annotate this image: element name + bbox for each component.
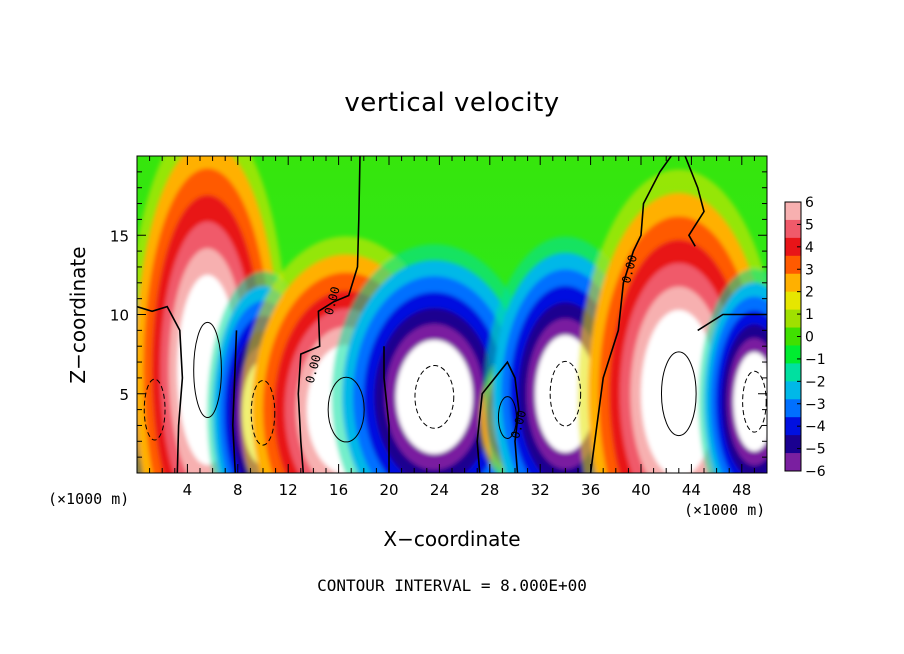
inner-contour-4 — [414, 365, 455, 429]
contour-interval-note: CONTOUR INTERVAL = 8.000E+00 — [317, 576, 587, 595]
colorbar-label-1: 5 — [805, 217, 814, 233]
colorbar-segment-5 — [785, 291, 801, 311]
inner-contour-7 — [660, 351, 697, 437]
colorbar-segment-1 — [785, 219, 801, 239]
colorbar-label-3: 3 — [805, 262, 814, 278]
x-tick-label-11: 48 — [732, 481, 751, 499]
colorbar-label-6: 0 — [805, 330, 814, 346]
colorbar-segment-12 — [785, 417, 801, 436]
zero-contour-0 — [137, 305, 184, 473]
y-unit-label: (×1000 m) — [48, 490, 130, 508]
colorbar-segment-2 — [785, 237, 801, 257]
inner-contour-8 — [742, 370, 767, 433]
x-tick-label-3: 16 — [329, 481, 348, 499]
x-tick-label-10: 44 — [682, 481, 701, 499]
colorbar-segment-11 — [785, 399, 801, 418]
colorbar-segment-7 — [785, 327, 801, 346]
colorbar-segment-4 — [785, 273, 801, 293]
x-tick-label-2: 12 — [279, 481, 298, 499]
inner-contour-0 — [143, 378, 166, 441]
inner-contour-1 — [193, 321, 222, 419]
zero-contour-7 — [684, 156, 705, 247]
x-tick-label-9: 40 — [631, 481, 650, 499]
chart-title: vertical velocity — [344, 88, 560, 118]
y-tick-label-1: 10 — [110, 307, 129, 325]
updraft-cell-1 — [137, 156, 289, 473]
x-tick-label-5: 24 — [430, 481, 449, 499]
colorbar-segment-13 — [785, 435, 801, 454]
colorbar-label-2: 4 — [805, 240, 814, 256]
colorbar-label-11: −5 — [805, 442, 826, 458]
zero-contour-5 — [589, 156, 672, 473]
plot-area: 0.000.000.000.00 — [137, 156, 767, 473]
colorbar-label-7: −1 — [805, 352, 826, 368]
colorbar-label-12: −6 — [805, 464, 826, 480]
colorbar-label-5: 1 — [805, 307, 814, 323]
inner-contour-3 — [327, 376, 365, 443]
inner-contour-2 — [250, 379, 276, 446]
zero-contour-1 — [231, 330, 238, 473]
colorbar-segment-6 — [785, 309, 801, 329]
colorbar-segment-14 — [785, 453, 801, 472]
inner-contour-5 — [497, 396, 517, 439]
colorbar-segment-0 — [785, 202, 801, 221]
x-tick-label-8: 36 — [581, 481, 600, 499]
colorbar-segment-10 — [785, 381, 801, 400]
y-axis-label: Z−coordinate — [66, 246, 90, 384]
colorbar-segment-9 — [785, 363, 801, 382]
y-tick-label-2: 15 — [110, 227, 129, 245]
x-axis-label: X−coordinate — [383, 527, 521, 551]
zero-contour-2 — [297, 156, 361, 473]
y-tick-label-0: 5 — [119, 386, 129, 404]
x-tick-label-1: 8 — [233, 481, 243, 499]
colorbar-label-9: −3 — [805, 397, 826, 413]
colorbar-label-10: −4 — [805, 419, 826, 435]
colorbar-label-8: −2 — [805, 374, 826, 390]
zero-contour-4 — [476, 360, 520, 473]
colorbar-label-4: 2 — [805, 285, 814, 301]
zero-contour-6 — [697, 313, 767, 332]
colorbar-segment-8 — [785, 345, 801, 364]
inner-contour-6 — [549, 360, 582, 427]
colorbar-segment-3 — [785, 255, 801, 275]
zero-contour-3 — [383, 346, 390, 473]
x-tick-label-4: 20 — [379, 481, 398, 499]
x-tick-label-7: 32 — [531, 481, 550, 499]
x-tick-label-6: 28 — [480, 481, 499, 499]
x-tick-label-0: 4 — [183, 481, 193, 499]
x-unit-label: (×1000 m) — [684, 501, 766, 519]
colorbar-label-0: 6 — [805, 195, 814, 211]
